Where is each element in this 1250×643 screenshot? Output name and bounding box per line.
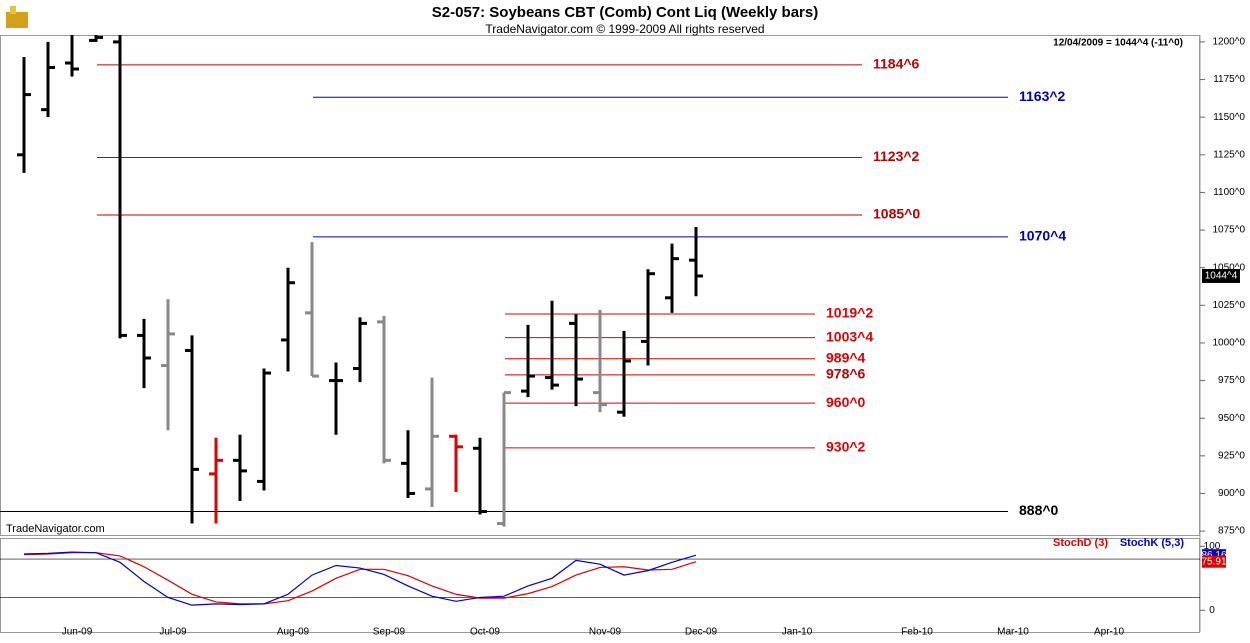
x-tick-label: Apr-10 xyxy=(1094,627,1124,638)
y-tick-label: 0 xyxy=(1209,605,1215,616)
x-tick-label: Oct-09 xyxy=(470,627,500,638)
value-tag-label: 86.16 xyxy=(1201,550,1226,561)
y-tick-label: 925^0 xyxy=(1218,450,1245,461)
y-tick-label: 1025^0 xyxy=(1213,300,1246,311)
y-tick-label: 900^0 xyxy=(1218,488,1245,499)
level-label: 1070^4 xyxy=(1019,228,1066,244)
legend-entry: StochK (5,3) xyxy=(1120,537,1185,549)
last-price-tag xyxy=(1202,268,1240,283)
level-label: 930^2 xyxy=(826,439,866,455)
x-tick-label: Jan-10 xyxy=(782,627,813,638)
subtitle: TradeNavigator.com © 1999-2009 All right… xyxy=(485,22,764,36)
level-label: 888^0 xyxy=(1019,502,1059,518)
x-tick-label: Feb-10 xyxy=(901,627,933,638)
y-tick-label: 100 xyxy=(1204,541,1221,552)
y-tick-label: 1100^0 xyxy=(1213,187,1245,198)
last-info: 12/04/2009 = 1044^4 (-11^0) xyxy=(1053,38,1183,49)
y-tick-label: 1050^0 xyxy=(1213,262,1246,273)
level-label: 1019^2 xyxy=(826,305,873,321)
level-label: 978^6 xyxy=(826,366,866,382)
x-tick-label: Mar-10 xyxy=(997,627,1029,638)
y-tick-label: 1200^0 xyxy=(1213,37,1246,48)
level-label: 1184^6 xyxy=(873,56,920,72)
y-tick-label: 1125^0 xyxy=(1213,149,1245,160)
y-tick-label: 1175^0 xyxy=(1213,74,1245,85)
y-tick-label: 1150^0 xyxy=(1213,112,1245,123)
y-tick-label: 875^0 xyxy=(1218,526,1245,537)
level-label: 1123^2 xyxy=(873,148,920,164)
level-label: 1085^0 xyxy=(873,206,920,222)
chart-title: S2-057: Soybeans CBT (Comb) Cont Liq (We… xyxy=(432,4,818,21)
stoch-plot xyxy=(23,551,697,606)
level-label: 989^4 xyxy=(826,349,866,365)
x-tick-label: Jul-09 xyxy=(159,627,187,638)
level-label: 960^0 xyxy=(826,394,866,410)
value-tag xyxy=(1202,555,1226,568)
watermark: TradeNavigator.com xyxy=(6,523,105,535)
y-tick-label: 1000^0 xyxy=(1213,338,1246,349)
last-price-label: 1044^4 xyxy=(1205,271,1238,282)
y-tick-label: 975^0 xyxy=(1218,375,1245,386)
level-label: 1163^2 xyxy=(1019,88,1066,104)
legend-entry: StochD (3) xyxy=(1053,537,1108,549)
y-tick-label: 950^0 xyxy=(1218,413,1245,424)
x-tick-label: Dec-09 xyxy=(685,627,718,638)
x-tick-label: Jun-09 xyxy=(62,627,93,638)
level-label: 1003^4 xyxy=(826,328,873,344)
x-tick-label: Aug-09 xyxy=(277,627,310,638)
x-tick-label: Nov-09 xyxy=(589,627,622,638)
y-tick-label: 1075^0 xyxy=(1213,225,1246,236)
stoch-line xyxy=(23,551,697,606)
value-tag-label: 75.91 xyxy=(1201,556,1226,567)
x-tick-label: Sep-09 xyxy=(373,627,406,638)
stoch-line xyxy=(23,552,697,605)
price-plot xyxy=(0,35,1008,527)
logo xyxy=(6,6,28,28)
